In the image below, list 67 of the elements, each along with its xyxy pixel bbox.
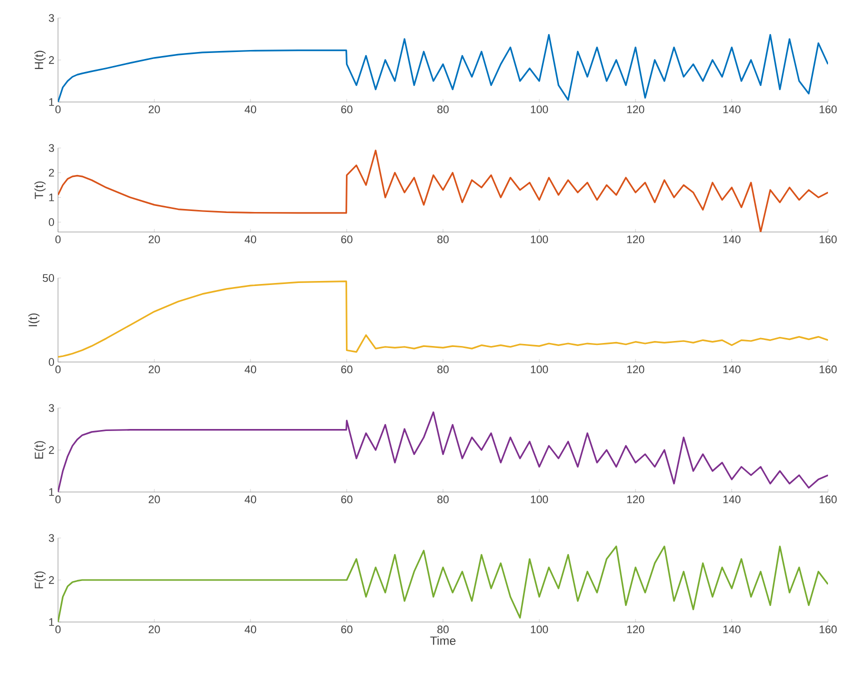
x-tick-label: 40 [244,106,256,114]
x-tick-label: 20 [148,626,160,634]
x-tick-label: 40 [244,626,256,634]
y-tick-label: 3 [48,14,54,22]
x-axis-title: Time [430,636,456,645]
x-tick-label: 60 [341,106,352,114]
x-tick-label: 20 [148,106,160,114]
x-tick-label: 80 [437,496,449,504]
y-tick-label: 0 [48,358,54,366]
x-tick-label: 160 [820,366,837,374]
x-tick-label: 160 [820,236,837,244]
x-tick-label: 40 [244,496,256,504]
x-tick-label: 0 [55,106,61,114]
y-tick-label: 50 [42,274,54,282]
x-tick-label: 100 [530,366,548,374]
y-tick-label: 1 [49,488,54,496]
x-tick-label: 100 [530,106,548,114]
x-tick-label: 120 [627,496,644,504]
x-tick-label: 60 [341,236,352,244]
x-tick-label: 80 [437,236,449,244]
x-tick-label: 140 [723,106,740,114]
x-tick-label: 120 [627,366,644,374]
y-tick-label: 3 [48,144,54,152]
y-axis-title: T(t) [34,181,46,200]
y-tick-label: 1 [49,618,54,626]
x-tick-label: 80 [437,626,449,634]
x-tick-label: 60 [341,496,352,504]
x-tick-label: 20 [148,496,160,504]
y-tick-label: 0 [48,218,54,226]
x-tick-label: 60 [341,626,352,634]
x-tick-label: 160 [820,106,837,114]
y-tick-label: 2 [48,56,54,64]
x-tick-label: 100 [530,236,548,244]
x-tick-label: 140 [723,626,740,634]
x-tick-label: 0 [55,626,61,634]
y-tick-label: 1 [49,194,54,202]
x-tick-label: 20 [148,366,160,374]
x-tick-label: 80 [437,366,449,374]
line-series [58,150,828,232]
y-axis-title: E(t) [34,441,46,459]
x-tick-label: 120 [627,236,644,244]
x-tick-label: 160 [820,626,837,634]
y-axis-title: F(t) [34,571,46,588]
x-tick-label: 40 [244,366,256,374]
x-tick-label: 40 [244,236,256,244]
x-tick-label: 20 [148,236,160,244]
x-tick-label: 140 [723,366,740,374]
y-tick-label: 3 [48,534,54,542]
x-tick-label: 120 [627,626,644,634]
x-tick-label: 100 [530,496,548,504]
x-tick-label: 140 [723,496,740,504]
x-tick-label: 160 [820,496,837,504]
x-tick-label: 100 [530,626,548,634]
x-tick-label: 0 [55,496,61,504]
x-tick-label: 80 [437,106,449,114]
x-tick-label: 0 [55,366,61,374]
x-tick-label: 140 [723,236,740,244]
x-tick-label: 60 [341,366,352,374]
y-axis-title: I(t) [28,313,40,326]
x-tick-label: 120 [627,106,644,114]
y-tick-label: 2 [48,576,54,584]
y-tick-label: 1 [49,98,54,106]
y-tick-label: 2 [48,446,54,454]
y-tick-label: 2 [48,168,54,177]
y-tick-label: 3 [48,404,54,412]
x-tick-label: 0 [55,236,61,244]
y-axis-title: H(t) [34,50,46,69]
